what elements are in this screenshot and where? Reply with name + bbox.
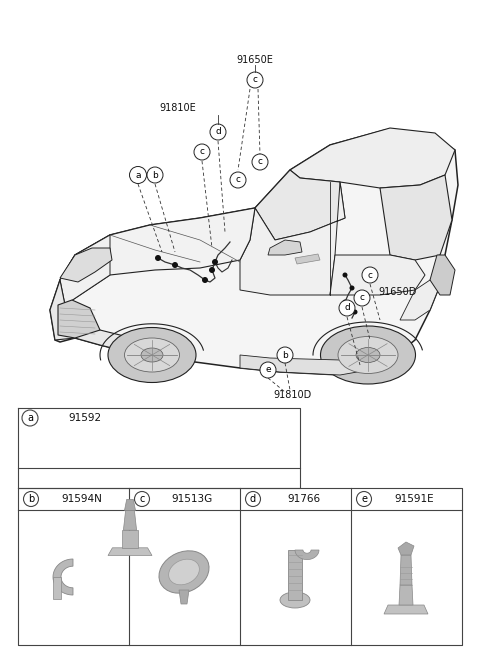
Circle shape (202, 277, 208, 283)
Polygon shape (330, 255, 425, 295)
Text: e: e (361, 494, 367, 504)
Circle shape (260, 362, 276, 378)
Polygon shape (53, 559, 73, 595)
Text: 91650E: 91650E (237, 55, 274, 65)
Text: c: c (200, 148, 204, 157)
Polygon shape (60, 248, 112, 282)
Circle shape (210, 124, 226, 140)
Polygon shape (290, 128, 455, 188)
Polygon shape (60, 235, 110, 305)
Text: 91766: 91766 (287, 494, 320, 504)
Polygon shape (268, 240, 302, 255)
Polygon shape (179, 590, 189, 604)
Ellipse shape (159, 551, 209, 593)
Ellipse shape (168, 559, 199, 584)
Circle shape (147, 167, 163, 183)
Circle shape (339, 300, 355, 316)
Circle shape (252, 154, 268, 170)
Text: c: c (139, 494, 144, 504)
Circle shape (155, 255, 161, 261)
Polygon shape (384, 605, 428, 614)
Circle shape (194, 144, 210, 160)
Text: c: c (360, 293, 364, 302)
Circle shape (357, 491, 372, 506)
Ellipse shape (108, 327, 196, 382)
Text: b: b (152, 171, 158, 180)
Text: b: b (28, 494, 34, 504)
Polygon shape (295, 550, 319, 560)
Polygon shape (255, 170, 345, 240)
Circle shape (247, 72, 263, 88)
Polygon shape (53, 577, 61, 599)
Polygon shape (400, 555, 412, 585)
Text: a: a (27, 413, 33, 423)
Text: c: c (257, 157, 263, 167)
Circle shape (209, 267, 215, 273)
Polygon shape (399, 585, 413, 605)
Text: d: d (215, 127, 221, 136)
Circle shape (172, 262, 178, 268)
Text: 91591E: 91591E (395, 494, 434, 504)
Polygon shape (60, 208, 255, 305)
Polygon shape (122, 530, 138, 548)
Ellipse shape (338, 337, 398, 373)
Polygon shape (50, 280, 140, 355)
Circle shape (22, 410, 38, 426)
Ellipse shape (280, 592, 310, 608)
Polygon shape (295, 254, 320, 264)
Polygon shape (380, 175, 452, 260)
Circle shape (352, 310, 358, 314)
Text: a: a (135, 171, 141, 180)
Polygon shape (240, 355, 380, 375)
Ellipse shape (356, 348, 380, 363)
Polygon shape (58, 300, 100, 338)
Text: 91810D: 91810D (273, 390, 311, 400)
Polygon shape (240, 182, 345, 295)
Text: d: d (250, 494, 256, 504)
Circle shape (230, 172, 246, 188)
Text: 91592: 91592 (69, 413, 102, 423)
Polygon shape (430, 255, 455, 295)
Text: 91650D: 91650D (378, 287, 416, 297)
Circle shape (277, 347, 293, 363)
Circle shape (362, 267, 378, 283)
Text: c: c (368, 270, 372, 279)
Polygon shape (108, 548, 152, 556)
Text: 91810E: 91810E (160, 103, 196, 113)
Ellipse shape (141, 348, 163, 362)
Text: b: b (282, 350, 288, 359)
Circle shape (212, 259, 218, 265)
Text: 91513G: 91513G (172, 494, 213, 504)
Ellipse shape (124, 338, 180, 372)
Circle shape (349, 285, 355, 291)
Text: 91594N: 91594N (61, 494, 102, 504)
Text: c: c (252, 75, 257, 85)
Circle shape (24, 491, 38, 506)
Polygon shape (288, 550, 302, 600)
Polygon shape (50, 130, 458, 375)
Polygon shape (398, 542, 414, 555)
Text: d: d (344, 304, 350, 312)
Polygon shape (124, 499, 135, 510)
Circle shape (343, 272, 348, 277)
Text: e: e (265, 365, 271, 375)
Circle shape (343, 300, 348, 304)
Polygon shape (123, 510, 137, 530)
Circle shape (134, 491, 149, 506)
Circle shape (245, 491, 261, 506)
Circle shape (354, 290, 370, 306)
Text: c: c (236, 176, 240, 184)
Circle shape (130, 167, 146, 184)
Ellipse shape (321, 326, 416, 384)
Polygon shape (400, 265, 440, 320)
